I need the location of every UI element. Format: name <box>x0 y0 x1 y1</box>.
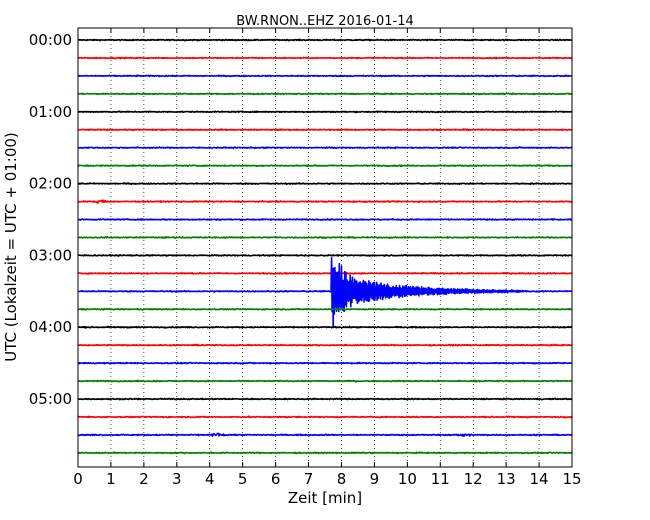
x-tick-label: 1 <box>106 470 116 488</box>
x-tick-label: 12 <box>464 470 483 488</box>
trace-5 <box>77 128 573 132</box>
y-tick-label: 03:00 <box>29 246 72 264</box>
trace-16 <box>77 325 573 329</box>
y-tick-label: 02:00 <box>29 175 72 193</box>
trace-10 <box>77 218 573 221</box>
y-tick-label: 05:00 <box>29 390 72 408</box>
trace-19 <box>77 379 573 383</box>
trace-22 <box>77 432 573 438</box>
x-tick-label: 15 <box>562 470 581 488</box>
trace-9 <box>77 199 573 204</box>
x-tick-label: 2 <box>139 470 149 488</box>
x-axis-label: Zeit [min] <box>288 489 362 507</box>
y-tick-label: 00:00 <box>29 31 72 49</box>
x-tick-label: 14 <box>530 470 549 488</box>
trace-6 <box>77 146 573 150</box>
x-tick-label: 10 <box>398 470 417 488</box>
trace-11 <box>77 235 573 239</box>
trace-8 <box>77 182 573 186</box>
y-axis-label: UTC (Lokalzeit = UTC + 01:00) <box>2 132 20 362</box>
x-tick-label: 3 <box>172 470 182 488</box>
x-axis-ticks: 0 1 2 3 4 5 6 7 8 9 10 11 12 13 14 15 <box>73 28 582 488</box>
trace-13 <box>77 271 573 275</box>
trace-4 <box>77 110 573 114</box>
trace-1 <box>77 56 573 60</box>
trace-23 <box>77 451 573 455</box>
trace-7 <box>77 164 573 168</box>
plot-frame <box>77 27 573 468</box>
y-tick-label: 01:00 <box>29 103 72 121</box>
trace-0 <box>77 38 573 42</box>
chart-title: BW.RNON..EHZ 2016-01-14 <box>236 14 414 29</box>
trace-15 <box>77 307 573 311</box>
x-tick-label: 7 <box>304 470 314 488</box>
trace-14 <box>77 256 573 329</box>
trace-17 <box>77 343 573 347</box>
trace-20 <box>77 397 573 401</box>
y-tick-label: 04:00 <box>29 318 72 336</box>
trace-21 <box>77 415 573 419</box>
trace-2 <box>77 74 573 78</box>
x-tick-label: 9 <box>370 470 380 488</box>
x-tick-label: 5 <box>238 470 248 488</box>
y-axis-ticks: 00:00 01:00 02:00 03:00 04:00 05:00 <box>29 31 572 408</box>
x-tick-label: 11 <box>431 470 450 488</box>
trace-12 <box>77 253 573 257</box>
traces <box>77 38 573 455</box>
x-tick-label: 13 <box>497 470 516 488</box>
trace-18 <box>77 361 573 365</box>
x-tick-label: 0 <box>73 470 83 488</box>
x-tick-label: 4 <box>205 470 215 488</box>
x-tick-label: 8 <box>337 470 347 488</box>
trace-3 <box>77 92 573 96</box>
x-tick-label: 6 <box>271 470 281 488</box>
